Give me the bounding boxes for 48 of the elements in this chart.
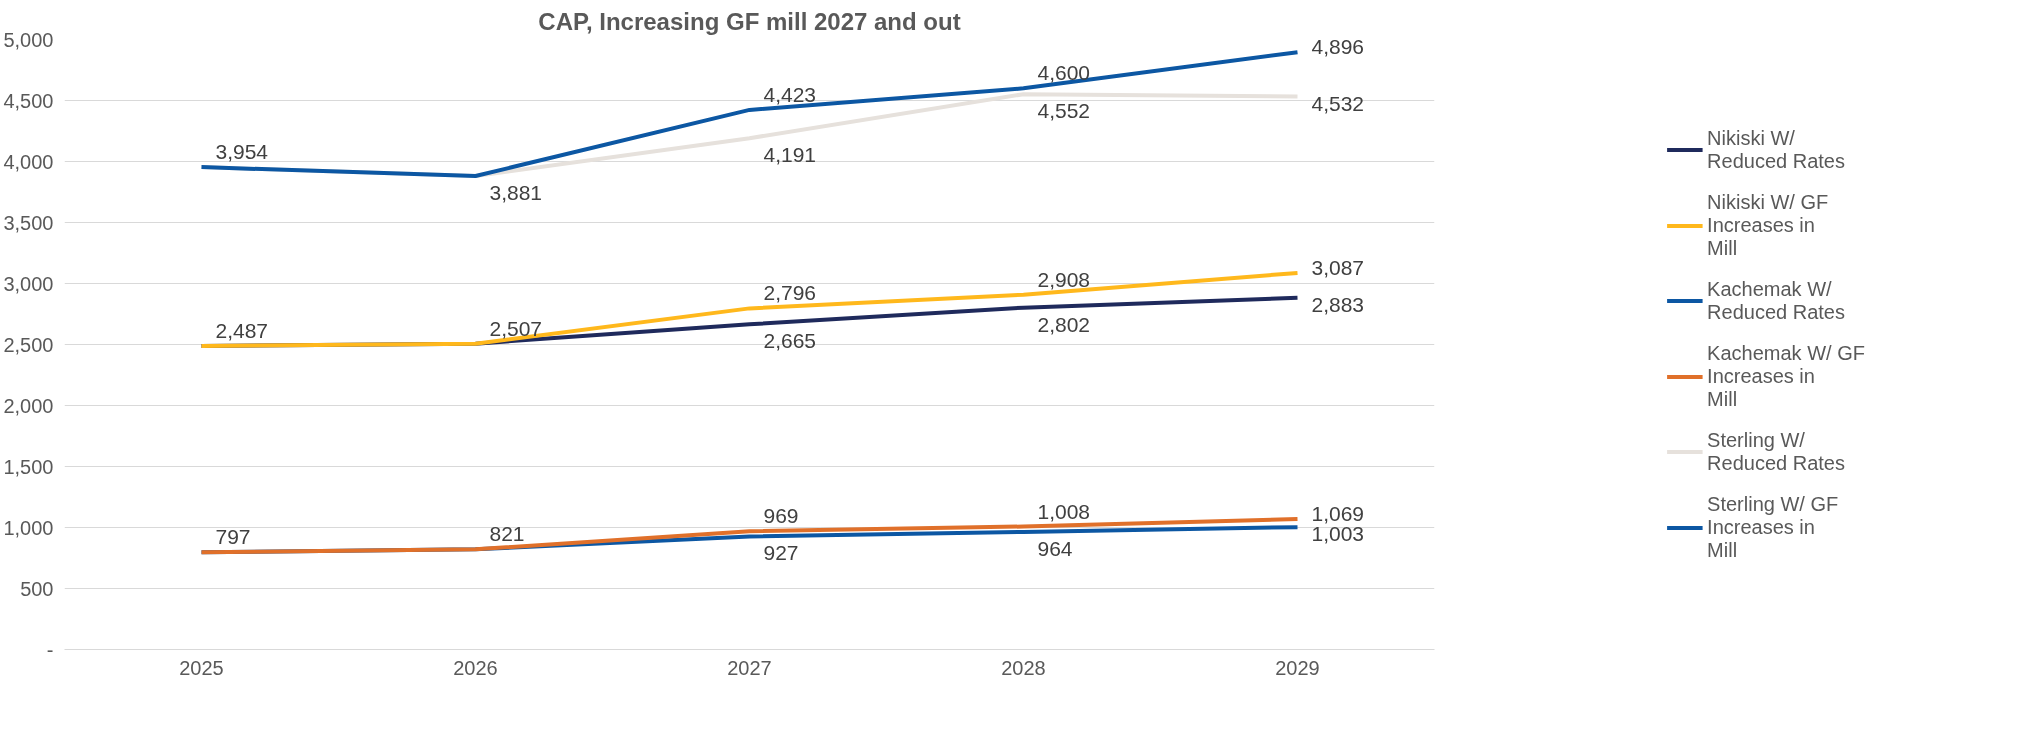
y-tick-label: 2,500	[3, 333, 54, 356]
legend-label: Nikiski W/ GF Increases in Mill	[1707, 190, 1829, 260]
y-tick-label: 1,500	[3, 455, 54, 478]
data-label: 2,507	[489, 316, 543, 340]
data-label: 1,069	[1311, 502, 1365, 526]
data-label: 927	[763, 541, 799, 565]
y-tick-label: 4,500	[3, 89, 54, 112]
y-tick-label: 3,500	[3, 211, 54, 234]
legend-label: Kachemak W/ Reduced Rates	[1707, 277, 1845, 324]
data-label: 1,008	[1037, 499, 1091, 523]
data-label: 4,532	[1311, 91, 1365, 115]
data-label: 821	[489, 522, 525, 546]
data-label: 4,896	[1311, 35, 1365, 59]
y-tick-label: 2,000	[3, 394, 54, 417]
legend-label: Kachemak W/ GF Increases in Mill	[1707, 341, 1865, 411]
x-tick-label: 2028	[1001, 656, 1046, 679]
legend-label: Sterling W/ Reduced Rates	[1707, 428, 1845, 475]
y-tick-label: 4,000	[3, 150, 54, 173]
y-tick-label: 3,000	[3, 272, 54, 295]
data-label: 4,552	[1037, 99, 1091, 123]
y-tick-label: 500	[20, 577, 54, 600]
legend-label: Sterling W/ GF Increases in Mill	[1707, 492, 1839, 562]
x-tick-label: 2029	[1275, 656, 1320, 679]
x-tick-label: 2027	[727, 656, 772, 679]
x-tick-label: 2025	[179, 656, 224, 679]
data-label: 3,881	[489, 181, 543, 205]
y-tick-label: -	[46, 638, 54, 661]
legend-label: Nikiski W/ Reduced Rates	[1707, 126, 1845, 173]
data-label: 4,600	[1037, 61, 1091, 85]
data-label: 4,423	[763, 82, 817, 106]
data-label: 2,883	[1311, 292, 1365, 316]
y-tick-label: 1,000	[3, 516, 54, 539]
data-label: 2,487	[215, 319, 269, 343]
data-label: 964	[1037, 536, 1073, 560]
data-label: 2,802	[1037, 312, 1091, 336]
data-label: 969	[763, 504, 799, 528]
line-series	[199, 270, 1300, 349]
data-label: 2,665	[763, 329, 817, 353]
data-label: 2,796	[763, 281, 817, 305]
data-label: 3,087	[1311, 255, 1365, 279]
chart-title: CAP, Increasing GF mill 2027 and out	[538, 7, 961, 35]
line-series	[199, 50, 1300, 179]
y-tick-label: 5,000	[3, 28, 54, 51]
data-label: 4,191	[763, 143, 817, 167]
x-tick-label: 2026	[453, 656, 498, 679]
data-label: 2,908	[1037, 267, 1091, 291]
data-label: 3,954	[215, 140, 269, 164]
data-label: 797	[215, 525, 251, 549]
